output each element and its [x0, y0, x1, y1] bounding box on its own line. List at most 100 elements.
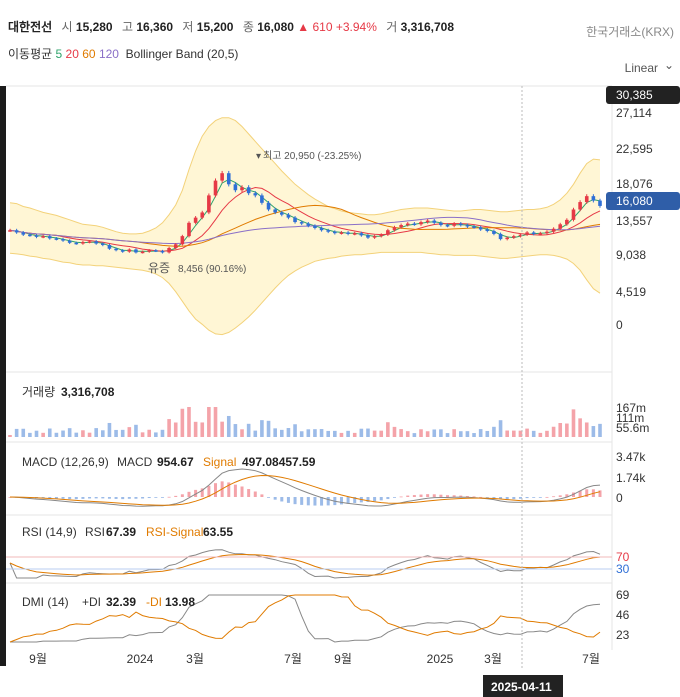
- macd-histogram-bar: [147, 497, 151, 499]
- chevron-down-icon[interactable]: ⌄: [663, 58, 674, 72]
- y-tick: 18,076: [616, 177, 653, 191]
- volume-bar: [266, 420, 271, 437]
- y-tick: 4,519: [616, 285, 646, 299]
- volume-label: 거: [386, 20, 398, 34]
- candle-body: [200, 212, 205, 218]
- dmi-series: [9, 594, 601, 643]
- macd-histogram-bar: [346, 497, 350, 504]
- candle-body: [386, 230, 390, 235]
- volume-bar: [114, 429, 118, 437]
- volume-bar: [492, 426, 496, 437]
- macd-histogram-bar: [439, 494, 443, 497]
- left-edge-bar: [0, 86, 6, 666]
- dmi-tick: 69: [616, 588, 630, 602]
- volume-bar: [120, 429, 125, 437]
- candle-body: [94, 241, 98, 244]
- candle-body: [28, 234, 32, 237]
- volume-bar: [425, 431, 430, 437]
- candle-body: [492, 230, 496, 234]
- ma20-label[interactable]: 20: [65, 47, 79, 61]
- candle-body: [114, 248, 118, 251]
- volume-bar: [399, 429, 403, 437]
- volume-bar: [28, 432, 32, 437]
- ma20-line: [9, 186, 601, 252]
- macd-histogram-bar: [532, 497, 536, 498]
- candle-body: [518, 234, 523, 237]
- candles: [8, 170, 602, 254]
- main-y-axis: 30,385 27,114 22,595 18,076 16,080 13,55…: [606, 86, 680, 332]
- macd-histogram-bar: [227, 482, 231, 497]
- mdi-value: 13.98: [165, 595, 195, 609]
- volume-bar: [74, 432, 79, 437]
- macd-signal-line: [9, 474, 601, 506]
- candle-body: [571, 209, 576, 220]
- macd-histogram-bar: [406, 495, 410, 497]
- macd-line: [9, 468, 601, 507]
- dmi-tick: 23: [616, 628, 630, 642]
- macd-histogram-bar: [399, 496, 403, 498]
- volume-bar: [47, 428, 52, 437]
- volume-bar: [584, 422, 589, 437]
- candle-body: [187, 222, 191, 237]
- macd-histogram-bar: [61, 497, 65, 499]
- volume-bar: [21, 428, 26, 437]
- ma-label: 이동평균: [8, 47, 53, 61]
- vol-tick: 55.6m: [616, 421, 649, 435]
- macd-histogram-bar: [247, 489, 251, 497]
- rights-offering-label: 유증: [148, 261, 170, 275]
- low-label: 저: [182, 20, 194, 34]
- rsi-label: RSI: [85, 525, 105, 539]
- candle-body: [538, 233, 543, 235]
- volume-bar: [578, 418, 582, 437]
- close-value: 16,080: [257, 20, 294, 34]
- candle-body: [220, 173, 224, 181]
- volume-bar: [173, 422, 178, 437]
- candle-body: [399, 225, 403, 228]
- macd-histogram-bar: [293, 497, 297, 505]
- volume-bar: [478, 429, 483, 437]
- quote-header: 대한전선 시 15,280 고 16,360 저 15,200 종 16,080…: [8, 18, 454, 35]
- vol-tick: 111m: [616, 411, 644, 425]
- macd-histogram-bar: [379, 497, 383, 501]
- volume-bar: [326, 430, 331, 437]
- volume-bar: [558, 423, 563, 437]
- scale-select[interactable]: Linear: [624, 61, 658, 75]
- candle-body: [207, 195, 211, 213]
- macd-histogram-bar: [68, 497, 72, 500]
- change-value: ▲ 610 +3.94%: [297, 20, 377, 34]
- ma5-label[interactable]: 5: [55, 47, 63, 61]
- ma120-label[interactable]: 120: [98, 47, 119, 61]
- macd-histogram-bar: [552, 496, 556, 498]
- candle-body: [425, 220, 430, 223]
- dmi-title: DMI (14): [22, 595, 69, 609]
- macd-histogram-bar: [545, 496, 549, 498]
- ma60-label[interactable]: 60: [82, 47, 96, 61]
- candle-body: [67, 240, 72, 243]
- macd-histogram-bar: [313, 497, 317, 506]
- macd-histogram-bar: [386, 497, 390, 500]
- candle-body: [485, 229, 490, 231]
- bollinger-label[interactable]: Bollinger Band (20,5): [125, 47, 239, 61]
- candle-body: [591, 196, 596, 201]
- x-tick-label: 7월: [582, 652, 600, 666]
- volume-bar: [306, 429, 311, 437]
- candle-body: [366, 235, 370, 238]
- macd-histogram-bar: [479, 496, 483, 498]
- volume-bar: [226, 415, 231, 437]
- macd-histogram-bar: [518, 497, 522, 499]
- volume-bar: [591, 426, 596, 437]
- volume-bar: [94, 428, 98, 437]
- candle-body: [74, 242, 79, 245]
- candle-body: [81, 242, 85, 244]
- volume-bar: [233, 424, 238, 437]
- candle-body: [8, 230, 12, 232]
- macd-histogram-bar: [160, 497, 164, 498]
- candle-body: [120, 250, 125, 252]
- y-tick: 22,595: [616, 142, 653, 156]
- macd-series: [8, 468, 602, 507]
- candle-body: [47, 236, 52, 239]
- macd-histogram-bar: [525, 497, 529, 499]
- candle-body: [160, 250, 165, 253]
- candle-body: [551, 228, 556, 232]
